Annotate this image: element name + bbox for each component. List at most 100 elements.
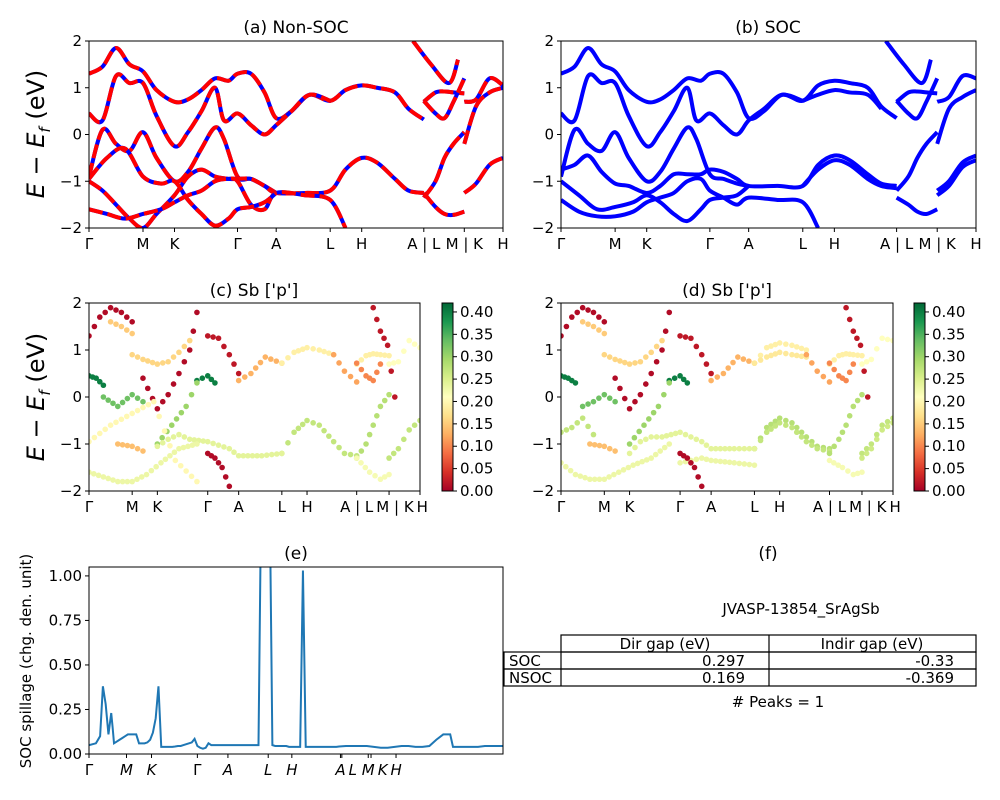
proj-point-band14 bbox=[563, 427, 570, 433]
proj-point-band5b bbox=[757, 357, 764, 363]
xtick-label-e: K bbox=[147, 761, 158, 779]
proj-point-band13 bbox=[563, 463, 569, 470]
table-header-indir-gap: Indir gap (eV) bbox=[821, 635, 924, 653]
xtick-label-b: H bbox=[970, 235, 981, 253]
proj-point-band2 bbox=[194, 309, 200, 316]
proj-point-band6 bbox=[330, 351, 337, 358]
proj-point-band2 bbox=[159, 398, 166, 405]
band-dash-band14 bbox=[411, 41, 460, 86]
proj-point-band12b bbox=[693, 456, 700, 463]
colorbar-d bbox=[913, 302, 926, 492]
proj-point-band25 bbox=[850, 471, 857, 478]
proj-point-band8 bbox=[124, 395, 131, 402]
proj-point-band19 bbox=[358, 448, 365, 454]
proj-point-band10 bbox=[641, 422, 647, 429]
proj-point-band20 bbox=[358, 357, 365, 363]
proj-point-band17 bbox=[579, 319, 586, 325]
proj-point-band12 bbox=[235, 452, 242, 459]
proj-point-band12 bbox=[682, 431, 689, 438]
proj-point-band2 bbox=[662, 328, 669, 335]
proj-point-band9 bbox=[208, 376, 215, 383]
proj-point-band12 bbox=[176, 431, 182, 438]
proj-point-band23 bbox=[863, 358, 870, 365]
proj-point-band13 bbox=[138, 474, 145, 480]
proj-point-band12 bbox=[751, 445, 758, 452]
band-line-band3 bbox=[561, 125, 750, 188]
title-c: (c) Sb ['p'] bbox=[210, 281, 298, 301]
proj-point-band12b bbox=[677, 460, 683, 466]
axes-frame-d bbox=[560, 302, 894, 492]
proj-point-band10 bbox=[159, 434, 165, 441]
proj-point-band14 bbox=[183, 468, 189, 474]
proj-point-band4 bbox=[235, 377, 242, 384]
colorbar-tick-label-d: 0.25 bbox=[932, 370, 965, 388]
band-line-band5 bbox=[89, 176, 348, 228]
ytick-label-e: 1.00 bbox=[49, 567, 82, 585]
proj-point-band2 bbox=[612, 375, 618, 382]
proj-point-band11 bbox=[776, 415, 783, 421]
proj-point-band1 bbox=[176, 349, 182, 356]
axes-frame-c bbox=[88, 302, 421, 492]
proj-point-band12b bbox=[746, 461, 753, 468]
proj-point-band3 bbox=[708, 370, 714, 377]
proj-point-band19 bbox=[366, 431, 373, 438]
plot-area-e bbox=[89, 567, 503, 750]
proj-point-band3 bbox=[703, 361, 710, 367]
proj-point-band13 bbox=[176, 445, 182, 452]
proj-point-band12 bbox=[663, 432, 670, 439]
proj-point-band23 bbox=[406, 337, 413, 344]
xtick-label-e: Γ bbox=[193, 761, 202, 779]
proj-point-band2 bbox=[621, 395, 628, 402]
band-line-band8 bbox=[895, 77, 940, 121]
ylabel-e: SOC spillage (chg. den. unit) bbox=[17, 554, 35, 769]
proj-point-band21 bbox=[370, 377, 377, 384]
material-id: JVASP-13854_SrAgSb bbox=[721, 600, 879, 619]
proj-point-band10 bbox=[661, 391, 667, 398]
proj-point-band8 bbox=[606, 395, 613, 401]
proj-point-band8 bbox=[110, 400, 116, 407]
proj-point-band24 bbox=[873, 431, 880, 438]
proj-point-band3 bbox=[682, 334, 689, 340]
proj-point-band6 bbox=[826, 379, 833, 385]
proj-point-band8 bbox=[601, 391, 608, 398]
proj-point-band8 bbox=[596, 395, 602, 401]
proj-point-band13 bbox=[105, 475, 111, 482]
proj-point-band9 bbox=[684, 380, 691, 386]
proj-point-band11 bbox=[316, 422, 323, 429]
band-line-band10 bbox=[895, 195, 939, 217]
proj-point-band24b bbox=[863, 450, 870, 457]
ytick-label-d: 1 bbox=[544, 341, 554, 359]
proj-point-band23 bbox=[390, 360, 397, 366]
xtick-label-a: A | L bbox=[407, 235, 441, 253]
proj-point-band3 bbox=[215, 335, 222, 342]
proj-point-band23 bbox=[868, 356, 875, 363]
proj-point-band5b bbox=[751, 360, 758, 366]
proj-point-band13 bbox=[582, 474, 588, 481]
proj-point-band5b bbox=[772, 351, 779, 357]
proj-point-band11 bbox=[768, 421, 774, 428]
proj-point-band23 bbox=[386, 361, 392, 367]
proj-point-band1 bbox=[601, 351, 608, 358]
proj-point-band2 bbox=[653, 358, 660, 365]
proj-point-band11b bbox=[772, 423, 779, 429]
proj-point-band9 bbox=[677, 373, 683, 379]
proj-point-band23 bbox=[884, 336, 891, 343]
proj-point-band25 bbox=[372, 472, 378, 479]
proj-point-band4 bbox=[714, 374, 721, 380]
band-line-band5 bbox=[561, 176, 820, 228]
proj-point-band2 bbox=[181, 358, 188, 365]
proj-point-band19 bbox=[846, 413, 853, 419]
proj-point-band24 bbox=[390, 450, 397, 457]
proj-point-band12b bbox=[717, 458, 724, 465]
proj-point-band4 bbox=[257, 359, 264, 366]
proj-point-band24 bbox=[395, 445, 402, 452]
proj-point-band24 bbox=[863, 445, 870, 452]
proj-point-band11 bbox=[347, 451, 354, 458]
proj-point-band23 bbox=[873, 346, 880, 352]
proj-point-band21 bbox=[358, 366, 365, 373]
proj-point-band12 bbox=[165, 436, 171, 443]
proj-point-band13 bbox=[153, 463, 159, 470]
proj-point-band19 bbox=[374, 413, 380, 419]
